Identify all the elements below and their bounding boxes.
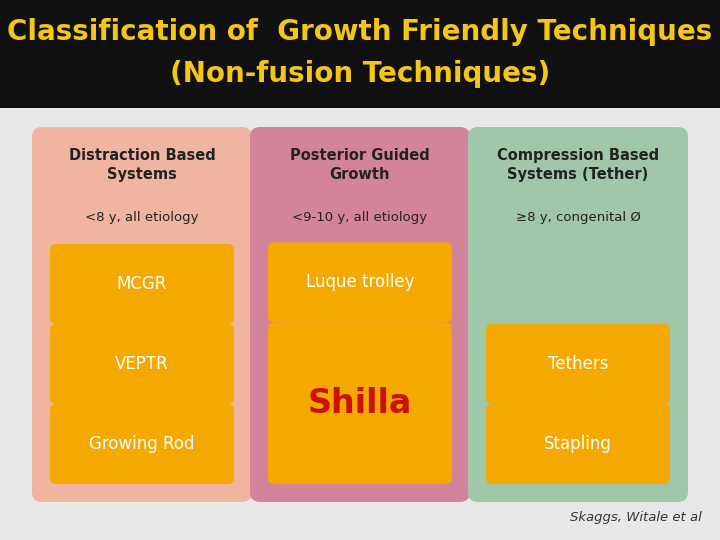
Text: Growing Rod: Growing Rod (89, 435, 194, 453)
Text: <8 y, all etiology: <8 y, all etiology (85, 211, 199, 224)
Text: Classification of  Growth Friendly Techniques: Classification of Growth Friendly Techni… (7, 18, 713, 46)
Text: Posterior Guided
Growth: Posterior Guided Growth (290, 147, 430, 183)
Text: ≥8 y, congenital Ø: ≥8 y, congenital Ø (516, 211, 640, 224)
Text: MCGR: MCGR (117, 275, 167, 293)
FancyBboxPatch shape (0, 0, 720, 108)
FancyBboxPatch shape (32, 127, 252, 502)
Text: VEPTR: VEPTR (115, 355, 169, 373)
Text: <9-10 y, all etiology: <9-10 y, all etiology (292, 211, 428, 224)
Text: Stapling: Stapling (544, 435, 612, 453)
FancyBboxPatch shape (50, 404, 234, 484)
FancyBboxPatch shape (50, 324, 234, 404)
Text: (Non-fusion Techniques): (Non-fusion Techniques) (170, 60, 550, 88)
Text: Distraction Based
Systems: Distraction Based Systems (68, 147, 215, 183)
FancyBboxPatch shape (268, 322, 452, 484)
Text: Shilla: Shilla (308, 387, 412, 420)
FancyBboxPatch shape (268, 242, 452, 322)
FancyBboxPatch shape (486, 404, 670, 484)
FancyBboxPatch shape (468, 127, 688, 502)
FancyBboxPatch shape (50, 244, 234, 324)
Text: Skaggs, Witale et al: Skaggs, Witale et al (570, 511, 702, 524)
Text: Luque trolley: Luque trolley (306, 273, 414, 292)
Text: Compression Based
Systems (Tether): Compression Based Systems (Tether) (497, 147, 659, 183)
FancyBboxPatch shape (250, 127, 470, 502)
Text: Tethers: Tethers (548, 355, 608, 373)
FancyBboxPatch shape (486, 324, 670, 404)
